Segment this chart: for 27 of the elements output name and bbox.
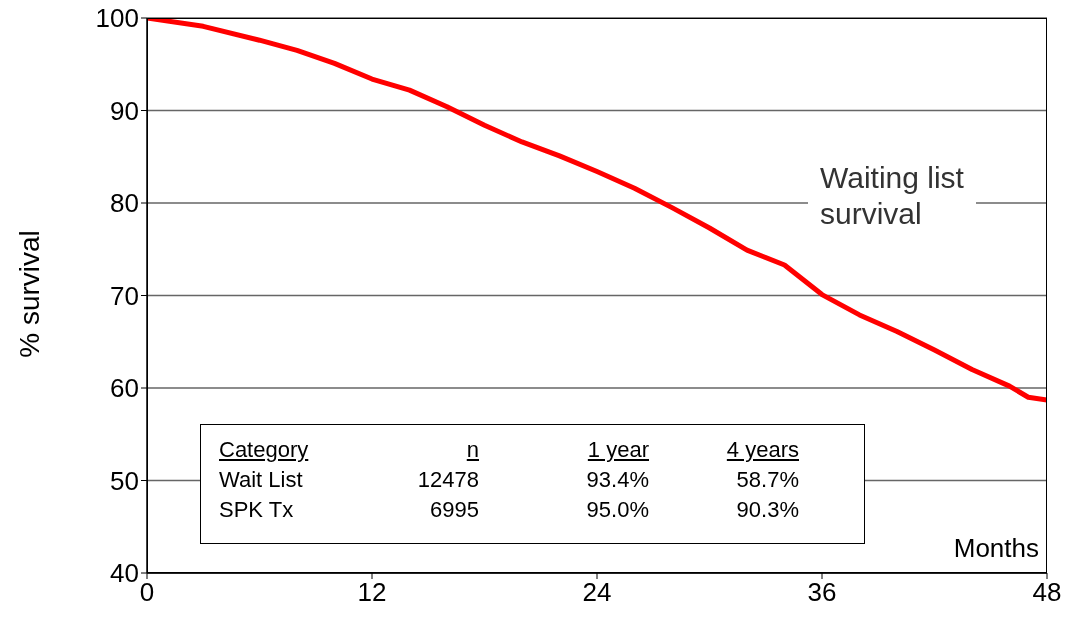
annotation: 1 year (586, 436, 649, 464)
annotation: 90.3% (735, 496, 799, 524)
x-tick-label: 24 (582, 577, 612, 608)
y-tick-label: 50 (110, 465, 139, 496)
y-tick-label: 40 (110, 558, 139, 589)
series-label: Waiting list survival (808, 160, 976, 232)
annotation: 95.0% (585, 496, 649, 524)
y-tick-label: 80 (110, 188, 139, 219)
y-axis-title: % survival (14, 228, 46, 360)
annotation: 4 years (725, 436, 799, 464)
x-axis-title: Months (953, 533, 1039, 564)
annotation: 12478 (416, 466, 479, 494)
y-tick-label: 90 (110, 95, 139, 126)
annotation: Wait List (219, 466, 304, 494)
annotation: 58.7% (735, 466, 799, 494)
x-tick-label: 36 (807, 577, 837, 608)
x-tick-label: 12 (357, 577, 387, 608)
y-tick-label: 60 (110, 373, 139, 404)
annotation: Category (219, 436, 310, 464)
y-tick-label: 100 (95, 3, 139, 34)
annotation: n (465, 436, 479, 464)
y-tick-label: 70 (110, 280, 139, 311)
annotation: 6995 (429, 496, 479, 524)
x-tick-label: 48 (1032, 577, 1062, 608)
annotation: SPK Tx (219, 496, 295, 524)
annotation: 93.4% (585, 466, 649, 494)
x-tick-label: 0 (139, 577, 155, 608)
